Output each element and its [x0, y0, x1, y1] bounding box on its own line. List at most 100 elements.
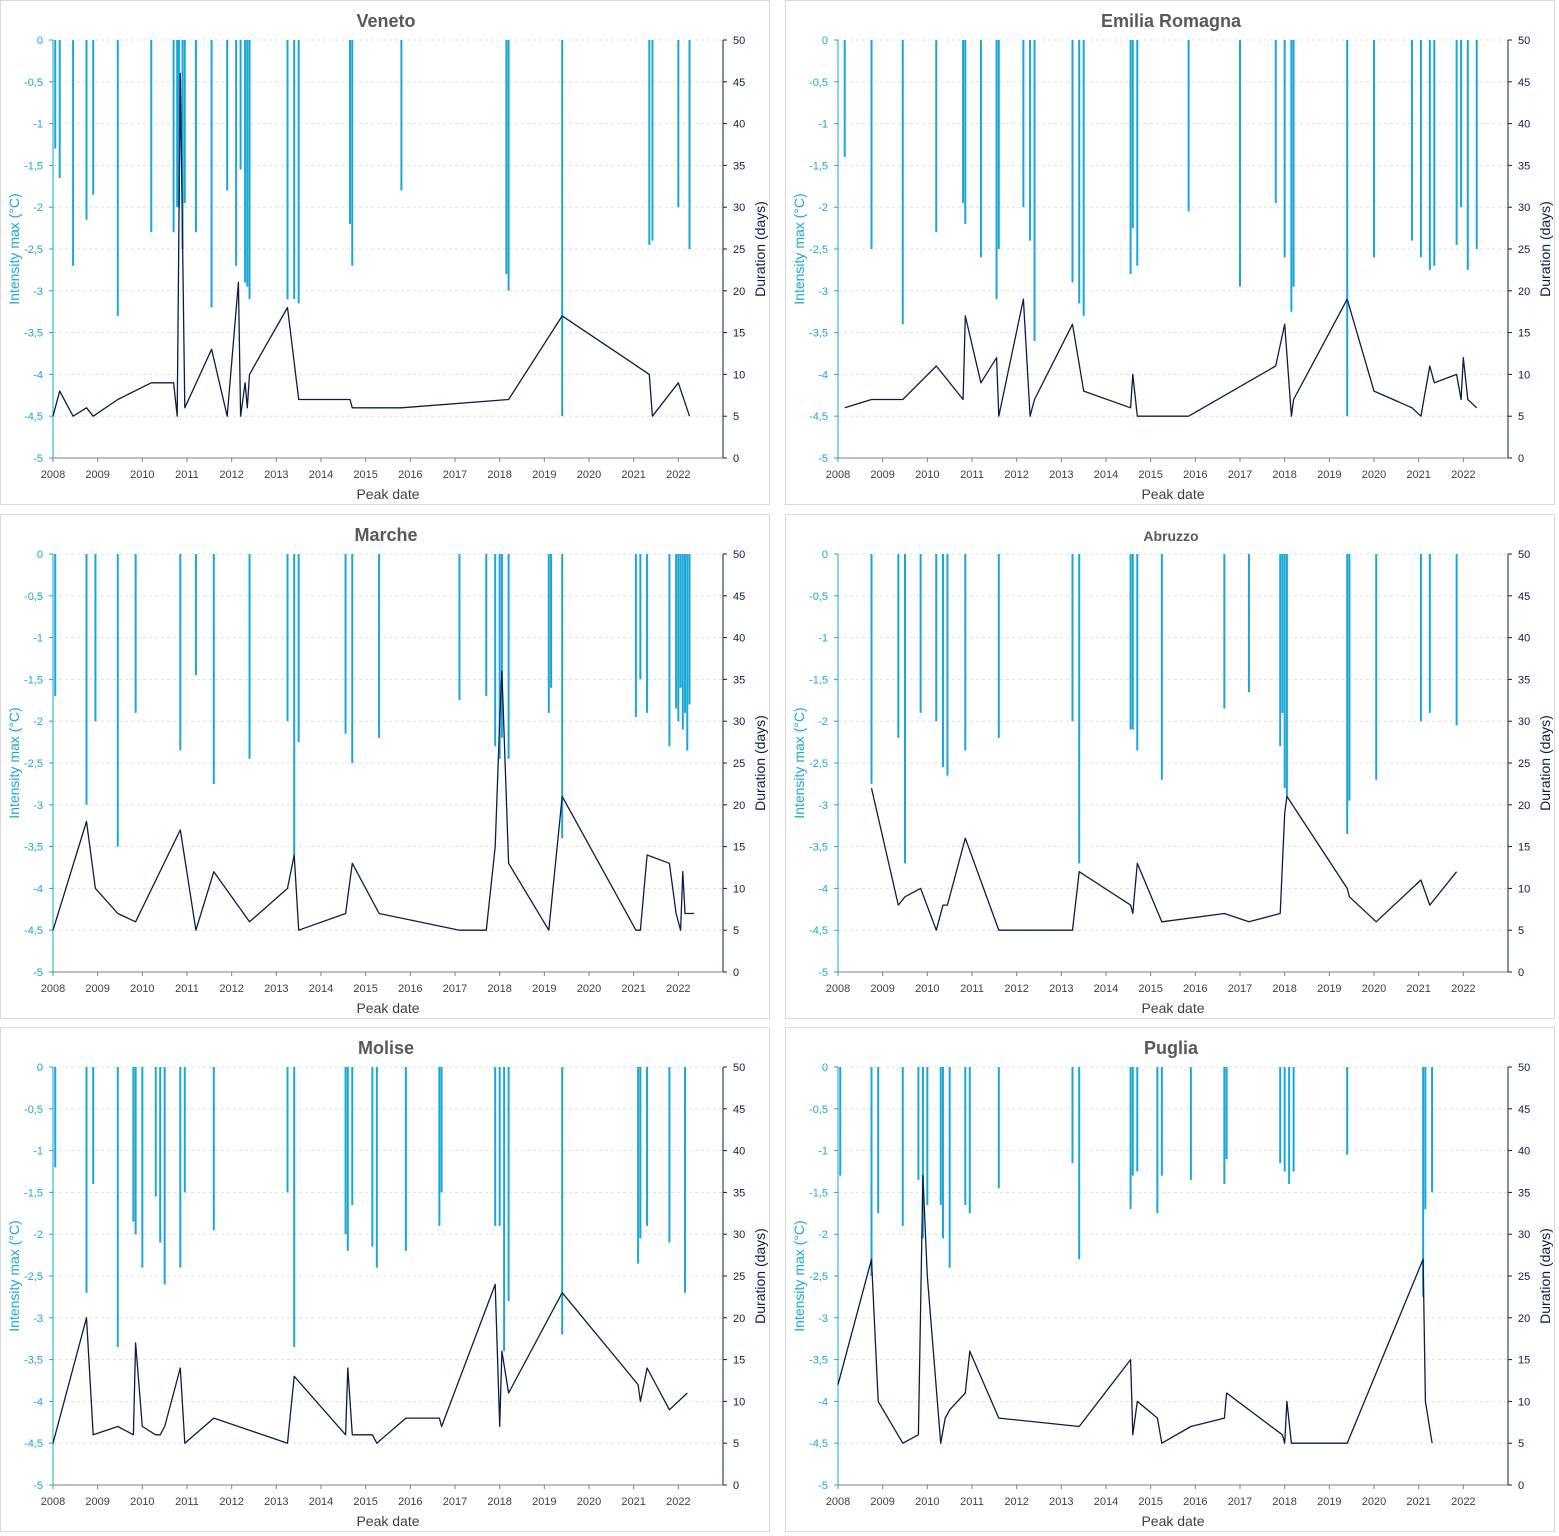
x-tick-label: 2008 [41, 983, 65, 995]
y-right-tick-label: 45 [733, 77, 745, 89]
y-right-tick-label: 10 [1518, 883, 1530, 895]
x-axis-label: Peak date [356, 486, 419, 502]
y-left-tick-label: -4,5 [24, 925, 43, 937]
y-right-tick-label: 45 [1518, 77, 1530, 89]
y-left-tick-label: -3 [818, 800, 828, 812]
y-left-tick-label: -3 [33, 286, 43, 298]
x-tick-label: 2017 [1228, 469, 1252, 481]
x-tick-label: 2017 [443, 983, 467, 995]
y-left-tick-label: -2 [818, 1229, 828, 1241]
y-right-tick-label: 25 [1518, 758, 1530, 770]
y-right-tick-label: 50 [1518, 35, 1530, 47]
y-right-tick-label: 40 [733, 633, 745, 645]
x-tick-label: 2016 [1183, 1496, 1207, 1508]
y-axis-label-left: Intensity max (°C) [791, 1220, 807, 1331]
duration-line [844, 298, 1478, 417]
y-right-tick-label: 35 [1518, 1187, 1530, 1199]
x-tick-label: 2019 [532, 1496, 556, 1508]
y-right-tick-label: 5 [733, 1438, 739, 1450]
y-right-tick-label: 50 [733, 549, 745, 561]
chart-panel-molise: Molise 0 -0,5 -1 -1,5 -2 -2,5 -3 -3,5 -4 -4,5 -5 50 4… [0, 1027, 770, 1532]
y-left-tick-label: -3,5 [809, 842, 828, 854]
y-right-tick-label: 20 [733, 286, 745, 298]
y-right-tick-label: 50 [1518, 549, 1530, 561]
y-right-tick-label: 0 [733, 453, 739, 465]
x-tick-label: 2014 [1094, 983, 1118, 995]
y-left-tick-label: -4,5 [809, 411, 828, 423]
y-axis-label-left: Intensity max (°C) [791, 193, 807, 304]
x-tick-label: 2018 [1272, 1496, 1296, 1508]
y-right-tick-label: 15 [733, 842, 745, 854]
y-right-tick-label: 50 [733, 35, 745, 47]
x-tick-label: 2013 [264, 1496, 288, 1508]
x-tick-label: 2015 [1138, 983, 1162, 995]
y-right-tick-label: 35 [1518, 160, 1530, 172]
x-tick-label: 2012 [219, 983, 243, 995]
chart-title: Marche [354, 525, 417, 545]
chart-svg: Molise0-0,5-1-1,5-2-2,5-3-3,5-4-4,5-5504… [6, 1038, 768, 1529]
y-left-tick-label: -1 [33, 633, 43, 645]
chart-title: Puglia [1144, 1038, 1199, 1058]
x-tick-label: 2009 [85, 1496, 109, 1508]
chart-panel-veneto: Veneto 0 -0,5 -1 -1,5 -2 -2,5 -3 -3,5 -4 -4,5 -5 50 4… [0, 0, 770, 505]
y-right-tick-label: 40 [733, 119, 745, 131]
x-tick-label: 2008 [826, 983, 850, 995]
y-left-tick-label: -3,5 [24, 1355, 43, 1367]
y-left-tick-label: -1 [818, 633, 828, 645]
x-tick-label: 2017 [1228, 1496, 1252, 1508]
y-axis-label-right: Duration (days) [752, 201, 768, 297]
chart-panel-abruzzo: Abruzzo 0 -0,5 -1 -1,5 -2 -2,5 -3 -3,5 -4 -4,5 -5 50… [785, 514, 1555, 1019]
y-left-tick-label: -4,5 [24, 411, 43, 423]
y-right-tick-label: 0 [1518, 453, 1524, 465]
y-axis-label-left: Intensity max (°C) [791, 707, 807, 818]
y-right-tick-label: 35 [733, 1187, 745, 1199]
x-tick-label: 2021 [621, 469, 645, 481]
y-right-tick-label: 45 [1518, 591, 1530, 603]
x-tick-label: 2017 [443, 469, 467, 481]
x-tick-label: 2015 [1138, 469, 1162, 481]
x-tick-label: 2019 [1317, 983, 1341, 995]
x-tick-label: 2008 [41, 469, 65, 481]
y-left-tick-label: -3 [818, 286, 828, 298]
y-axis-label-left: Intensity max (°C) [6, 707, 22, 818]
x-tick-label: 2016 [398, 1496, 422, 1508]
y-left-tick-label: -0,5 [809, 1104, 828, 1116]
x-tick-label: 2016 [1183, 469, 1207, 481]
y-right-tick-label: 25 [1518, 244, 1530, 256]
x-tick-label: 2020 [577, 983, 601, 995]
y-left-tick-label: -2,5 [24, 1271, 43, 1283]
y-left-tick-label: -2,5 [809, 244, 828, 256]
y-right-tick-label: 5 [1518, 925, 1524, 937]
y-left-tick-label: -4 [818, 1396, 828, 1408]
y-left-tick-label: -1 [818, 1146, 828, 1158]
x-tick-label: 2009 [870, 983, 894, 995]
x-tick-label: 2022 [666, 983, 690, 995]
x-tick-label: 2014 [309, 1496, 333, 1508]
chart-panel-emilia-romagna: Emilia Romagna 0 -0,5 -1 -1,5 -2 -2,5 -3 -3,5 -4 -… [785, 0, 1555, 505]
y-right-tick-label: 45 [733, 1104, 745, 1116]
y-left-tick-label: -0,5 [24, 77, 43, 89]
x-tick-label: 2020 [1362, 1496, 1386, 1508]
y-right-tick-label: 45 [733, 591, 745, 603]
x-tick-label: 2010 [915, 983, 939, 995]
y-axis-label-right: Duration (days) [1537, 1228, 1553, 1324]
y-left-tick-label: -2,5 [809, 758, 828, 770]
x-tick-label: 2021 [1406, 469, 1430, 481]
x-tick-label: 2020 [1362, 983, 1386, 995]
y-left-tick-label: -5 [818, 453, 828, 465]
x-tick-label: 2011 [175, 469, 199, 481]
y-left-tick-label: -2 [818, 716, 828, 728]
y-left-tick-label: -3 [818, 1313, 828, 1325]
x-axis-label: Peak date [1141, 1000, 1204, 1016]
x-tick-label: 2019 [532, 983, 556, 995]
x-tick-label: 2015 [353, 983, 377, 995]
x-tick-label: 2010 [130, 1496, 154, 1508]
x-tick-label: 2009 [85, 469, 109, 481]
y-left-tick-label: -5 [818, 967, 828, 979]
x-tick-label: 2018 [1272, 983, 1296, 995]
chart-title: Abruzzo [1143, 528, 1198, 544]
x-tick-label: 2013 [1049, 983, 1073, 995]
y-left-tick-label: -2 [33, 716, 43, 728]
y-left-tick-label: -0,5 [24, 591, 43, 603]
y-right-tick-label: 15 [1518, 328, 1530, 340]
